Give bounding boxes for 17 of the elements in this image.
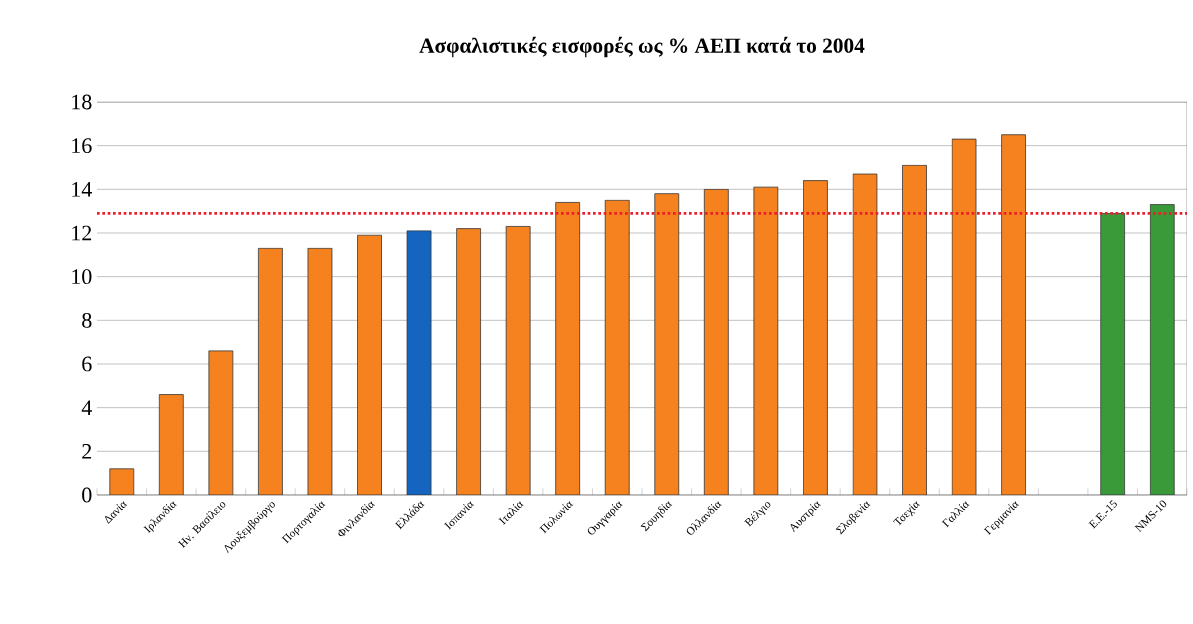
y-tick-label: 18 [72, 94, 92, 110]
chart-title: Ασφαλιστικές εισφορές ως % ΑΕΠ κατά το 2004 [419, 36, 865, 58]
bar [1001, 134, 1026, 495]
bar [902, 164, 927, 495]
bar [1149, 204, 1175, 495]
bar [1100, 212, 1126, 495]
y-tick-label: 10 [72, 269, 92, 285]
y-tick-label: 12 [72, 225, 92, 241]
bar [803, 180, 828, 495]
bar [951, 138, 977, 495]
y-tick-label: 4 [81, 400, 92, 415]
y-tick-label: 8 [82, 312, 92, 328]
y-tick-label: 2 [82, 444, 92, 459]
y-tick-label: 14 [72, 182, 92, 197]
y-tick-label: 6 [82, 356, 92, 372]
y-tick-label: 0 [82, 487, 92, 503]
y-tick-label: 16 [72, 138, 92, 154]
